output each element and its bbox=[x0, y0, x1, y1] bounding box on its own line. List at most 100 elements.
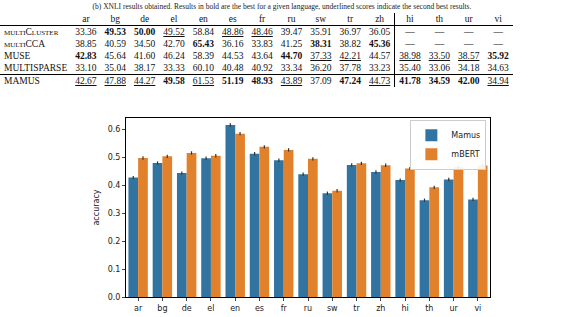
html-text:MULTISPARSE: MULTISPARSE bbox=[4, 63, 68, 73]
html-text:41.25: 41.25 bbox=[280, 39, 303, 49]
html-text:35.91: 35.91 bbox=[310, 27, 332, 37]
html-text:65.43: 65.43 bbox=[192, 39, 215, 49]
svg-text:0.6: 0.6 bbox=[108, 125, 121, 134]
svg-text:zh: zh bbox=[376, 304, 385, 313]
html-text:sw: sw bbox=[315, 14, 327, 24]
html-text:35.92: 35.92 bbox=[487, 51, 509, 61]
svg-text:sw: sw bbox=[327, 304, 338, 313]
svg-text:Mamus: Mamus bbox=[451, 131, 480, 140]
html-text:44.57: 44.57 bbox=[368, 51, 391, 61]
html-text:50.00: 50.00 bbox=[133, 27, 156, 37]
html-text:34.18: 34.18 bbox=[458, 63, 480, 73]
svg-text:accuracy: accuracy bbox=[92, 189, 101, 225]
svg-text:ru: ru bbox=[304, 304, 312, 313]
html-text:49.52: 49.52 bbox=[163, 27, 185, 37]
html-text:51.19: 51.19 bbox=[222, 76, 244, 86]
html-text:48.93: 48.93 bbox=[251, 76, 273, 86]
html-text:43.64: 43.64 bbox=[251, 51, 273, 61]
html-text:zh: zh bbox=[375, 14, 385, 24]
svg-text:hi: hi bbox=[401, 304, 408, 313]
html-text:MAMUS: MAMUS bbox=[4, 76, 40, 86]
html-text:49.58: 49.58 bbox=[163, 76, 185, 86]
html-text:35.04: 35.04 bbox=[104, 63, 126, 73]
html-text:45.64: 45.64 bbox=[104, 51, 126, 61]
html-text:33.10: 33.10 bbox=[75, 63, 97, 73]
html-text:49.53: 49.53 bbox=[104, 27, 126, 37]
html-text:45.36: 45.36 bbox=[368, 39, 391, 49]
html-text:44.73: 44.73 bbox=[368, 76, 391, 86]
html-text:41.78: 41.78 bbox=[399, 76, 421, 86]
html-text:42.67: 42.67 bbox=[75, 76, 97, 86]
html-text:41.60: 41.60 bbox=[133, 51, 156, 61]
svg-text:es: es bbox=[255, 304, 264, 313]
html-text:MUSE: MUSE bbox=[4, 51, 31, 61]
html-text:61.53: 61.53 bbox=[192, 76, 215, 86]
html-text:38.85: 38.85 bbox=[75, 39, 97, 49]
html-text:33.83: 33.83 bbox=[251, 39, 273, 49]
html-text:bg: bg bbox=[110, 14, 120, 24]
html-text:34.63: 34.63 bbox=[487, 63, 509, 73]
html-text:36.97: 36.97 bbox=[339, 27, 361, 37]
html-text:33.36: 33.36 bbox=[75, 27, 97, 37]
html-text:en: en bbox=[198, 14, 208, 24]
html-text:48.46: 48.46 bbox=[251, 27, 273, 37]
svg-text:0.0: 0.0 bbox=[108, 293, 121, 302]
html-text:47.24: 47.24 bbox=[339, 76, 361, 86]
html-text:33.50: 33.50 bbox=[428, 51, 451, 61]
html-text:48.86: 48.86 bbox=[222, 27, 244, 37]
svg-text:ur: ur bbox=[449, 304, 458, 313]
svg-text:en: en bbox=[230, 304, 240, 313]
html-text:37.09: 37.09 bbox=[310, 76, 332, 86]
svg-text:0.3: 0.3 bbox=[108, 209, 121, 218]
svg-text:fr: fr bbox=[281, 304, 288, 313]
html-text:44.70: 44.70 bbox=[280, 51, 303, 61]
svg-text:mBERT: mBERT bbox=[451, 150, 479, 159]
html-text:33.34: 33.34 bbox=[280, 63, 303, 73]
svg-text:th: th bbox=[425, 304, 433, 313]
svg-text:0.1: 0.1 bbox=[108, 265, 121, 274]
html-text:58.84: 58.84 bbox=[192, 27, 215, 37]
html-text:39.47: 39.47 bbox=[280, 27, 303, 37]
html-text:33.33: 33.33 bbox=[163, 63, 185, 73]
html-text:60.10: 60.10 bbox=[192, 63, 215, 73]
html-text:38.98: 38.98 bbox=[399, 51, 421, 61]
html-text:35.40: 35.40 bbox=[399, 63, 421, 73]
html-text:42.21: 42.21 bbox=[339, 51, 361, 61]
html-text:38.82: 38.82 bbox=[339, 39, 361, 49]
html-text:38.57: 38.57 bbox=[458, 51, 480, 61]
html-text:36.16: 36.16 bbox=[222, 39, 244, 49]
html-text:36.20: 36.20 bbox=[310, 63, 332, 73]
html-text:33.23: 33.23 bbox=[368, 63, 391, 73]
html-text:33.06: 33.06 bbox=[428, 63, 451, 73]
html-text:multiCluster: multiCluster bbox=[4, 27, 59, 37]
svg-text:0.5: 0.5 bbox=[108, 153, 121, 162]
html-text:42.70: 42.70 bbox=[163, 39, 185, 49]
html-text:58.39: 58.39 bbox=[192, 51, 215, 61]
html-text:42.83: 42.83 bbox=[75, 51, 97, 61]
html-text:37.33: 37.33 bbox=[310, 51, 332, 61]
html-text:40.59: 40.59 bbox=[104, 39, 126, 49]
html-text:38.31: 38.31 bbox=[310, 39, 332, 49]
html-text:34.59: 34.59 bbox=[428, 76, 451, 86]
html-text:40.92: 40.92 bbox=[251, 63, 273, 73]
html-text:multiCCA: multiCCA bbox=[4, 39, 46, 49]
html-text:47.88: 47.88 bbox=[104, 76, 126, 86]
html-text:46.24: 46.24 bbox=[163, 51, 185, 61]
html-text:43.89: 43.89 bbox=[280, 76, 303, 86]
html-text:44.53: 44.53 bbox=[222, 51, 244, 61]
svg-text:0.4: 0.4 bbox=[108, 181, 121, 190]
svg-text:tr: tr bbox=[353, 304, 360, 313]
html-text:36.05: 36.05 bbox=[368, 27, 391, 37]
svg-text:el: el bbox=[207, 304, 214, 313]
html-text:40.48: 40.48 bbox=[222, 63, 244, 73]
html-text:44.27: 44.27 bbox=[133, 76, 156, 86]
svg-text:ar: ar bbox=[134, 304, 143, 313]
svg-text:vi: vi bbox=[474, 304, 481, 313]
html-text:34.50: 34.50 bbox=[133, 39, 156, 49]
svg-text:bg: bg bbox=[157, 304, 167, 313]
html-text:38.17: 38.17 bbox=[133, 63, 156, 73]
svg-text:de: de bbox=[182, 304, 192, 313]
html-text:de: de bbox=[140, 14, 150, 24]
svg-text:0.2: 0.2 bbox=[108, 237, 121, 246]
html-text:37.78: 37.78 bbox=[339, 63, 361, 73]
